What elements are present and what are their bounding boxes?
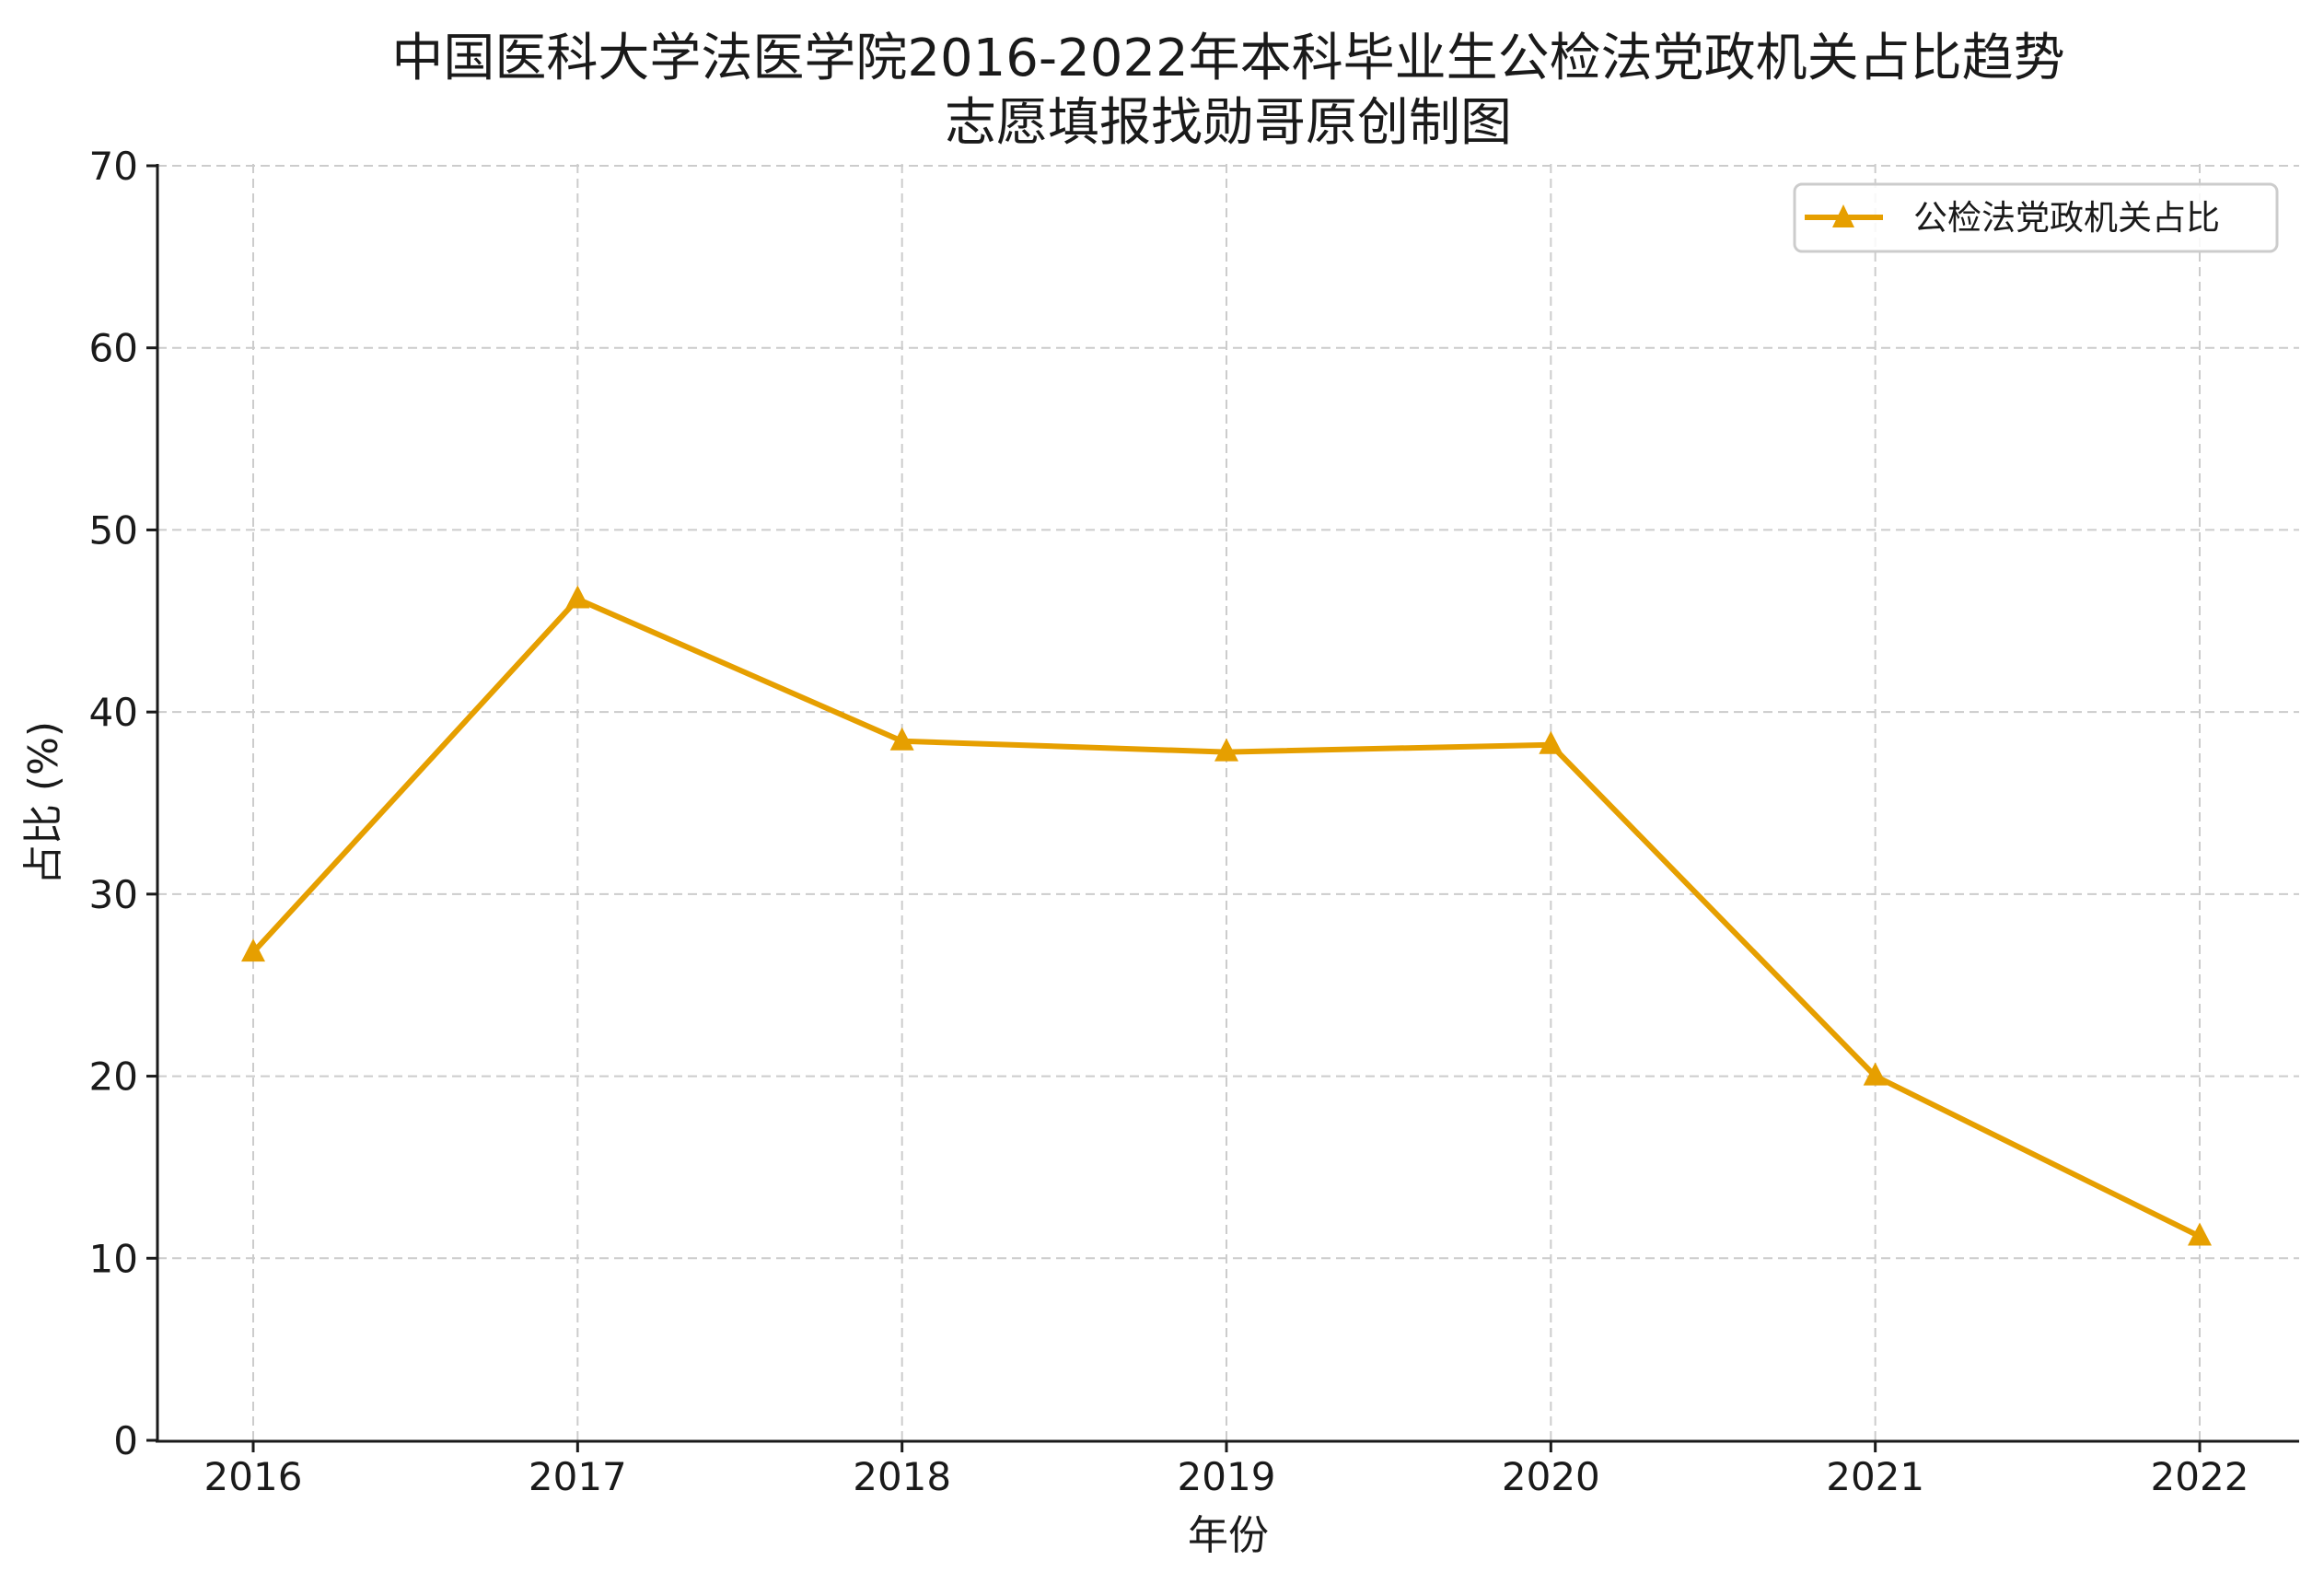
legend-box: [1793, 182, 2279, 253]
triangle-marker-icon: [2188, 1222, 2212, 1246]
series-line: [241, 585, 2212, 1246]
triangle-marker-icon: [1214, 738, 1238, 762]
y-tick-label: 10: [89, 1236, 138, 1281]
x-axis-ticks: 2016 2017 2018 2019 2020 2021 2022: [204, 1441, 2249, 1499]
x-tick-label: 2018: [853, 1454, 951, 1499]
x-tick-label: 2016: [204, 1454, 303, 1499]
x-tick-label: 2017: [529, 1454, 627, 1499]
triangle-marker-icon: [565, 585, 590, 609]
x-tick-label: 2021: [1826, 1454, 1924, 1499]
legend: 公检法党政机关占比: [1793, 182, 2279, 253]
y-tick-label: 30: [89, 872, 138, 917]
x-tick-label: 2020: [1502, 1454, 1600, 1499]
x-tick-label: 2019: [1178, 1454, 1276, 1499]
chart-title: 中国医科大学法医学院2016-2022年本科毕业生公检法党政机关占比趋势: [391, 29, 2064, 88]
triangle-marker-icon: [241, 938, 265, 962]
y-tick-label: 70: [89, 144, 138, 189]
triangle-marker-icon: [1832, 204, 1854, 227]
legend-label: 公检法党政机关占比: [1913, 198, 2220, 238]
triangle-marker-icon: [889, 727, 914, 751]
x-tick-label: 2022: [2151, 1454, 2249, 1499]
y-tick-label: 20: [89, 1054, 138, 1100]
y-axis-label: 占比 (%): [20, 721, 67, 885]
triangle-marker-icon: [1863, 1062, 1888, 1086]
chart-subtitle: 志愿填报找勋哥原创制图: [945, 93, 1512, 153]
grid-lines: [157, 164, 2299, 1440]
y-tick-label: 50: [89, 507, 138, 553]
triangle-marker-icon: [1539, 730, 1563, 754]
y-tick-label: 60: [89, 326, 138, 371]
y-tick-label: 0: [113, 1418, 138, 1463]
y-axis-ticks: 0 10 20 30 40 50 60 70: [89, 144, 157, 1463]
x-axis-label: 年份: [1188, 1512, 1269, 1559]
y-tick-label: 40: [89, 690, 138, 735]
